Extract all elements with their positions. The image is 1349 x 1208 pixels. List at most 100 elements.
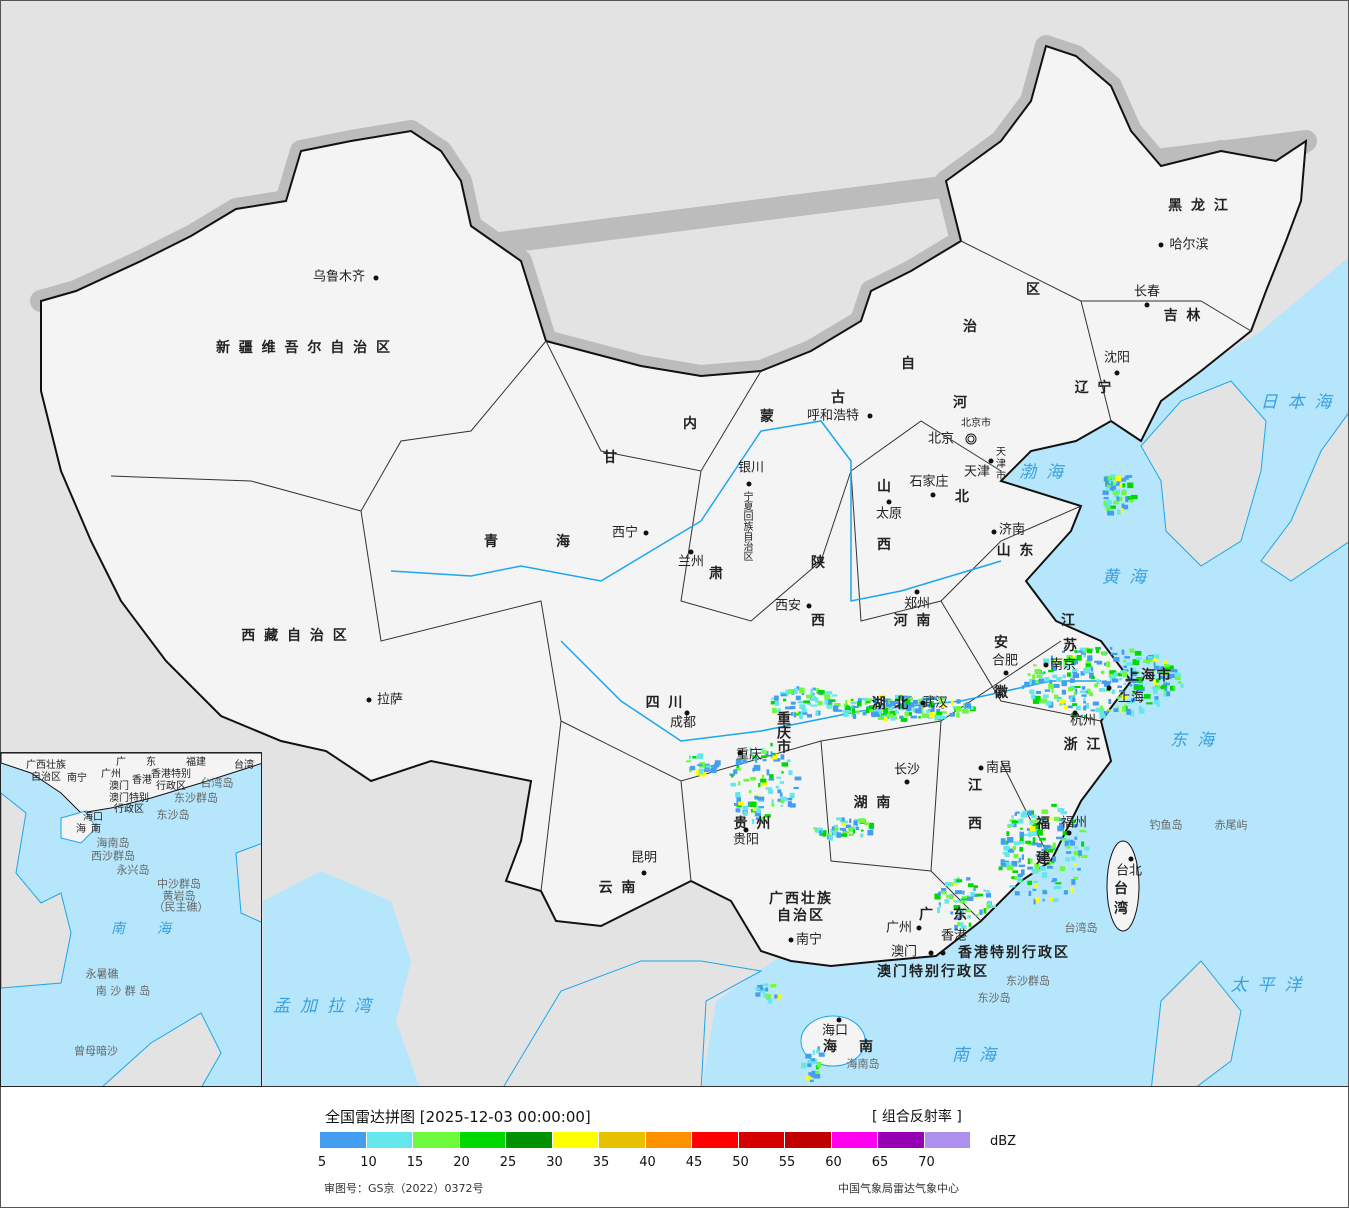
echo-mark: [1098, 688, 1106, 692]
city-label[interactable]: 沈阳: [1103, 350, 1131, 366]
echo-mark: [1043, 844, 1051, 849]
echo-mark: [1124, 705, 1128, 712]
city-label[interactable]: 成都: [669, 715, 697, 731]
echo-mark: [951, 898, 955, 901]
echo-mark: [761, 750, 768, 754]
echo-mark: [1077, 867, 1081, 871]
city-label[interactable]: 南京: [1049, 657, 1077, 673]
echo-mark: [1065, 857, 1071, 862]
city-label[interactable]: 石家庄: [909, 474, 949, 490]
city-label[interactable]: 香港: [940, 928, 968, 944]
echo-mark: [1113, 672, 1118, 677]
city-label[interactable]: 杭州: [1069, 713, 1097, 729]
echo-mark: [1073, 660, 1078, 665]
echo-mark: [1074, 688, 1078, 695]
echo-mark: [975, 914, 979, 917]
echo-mark: [897, 702, 901, 709]
city-label[interactable]: 海口: [821, 1023, 849, 1039]
echo-mark: [1017, 861, 1020, 864]
city-label[interactable]: 济南: [998, 522, 1026, 538]
echo-mark: [1090, 667, 1094, 672]
echo-mark: [788, 770, 793, 776]
city-marker-icon: [988, 458, 994, 464]
city-label[interactable]: 兰州: [677, 554, 705, 570]
city-marker-icon: [1072, 710, 1078, 716]
city-label[interactable]: 昆明: [630, 850, 658, 866]
city-label[interactable]: 南昌: [985, 760, 1013, 776]
province-label: 西: [968, 816, 984, 832]
city-label[interactable]: 武汉: [921, 695, 949, 711]
city-label[interactable]: 福州: [1060, 815, 1088, 831]
echo-mark: [852, 829, 856, 834]
echo-mark: [771, 803, 775, 807]
echo-mark: [757, 796, 765, 801]
echo-mark: [926, 697, 930, 700]
echo-mark: [831, 826, 835, 831]
echo-mark: [755, 987, 760, 991]
city-label[interactable]: 台北: [1115, 863, 1143, 879]
echo-mark: [937, 696, 945, 701]
echo-mark: [1033, 899, 1036, 905]
echo-mark: [1130, 698, 1136, 702]
echo-mark: [899, 715, 904, 719]
echo-mark: [1029, 689, 1035, 695]
city-marker-icon: [886, 499, 892, 505]
city-label[interactable]: 长春: [1133, 284, 1161, 300]
echo-mark: [1123, 690, 1126, 695]
color-swatch: [692, 1132, 739, 1148]
city-label[interactable]: 上海: [1117, 690, 1145, 706]
echo-mark: [1066, 705, 1073, 709]
city-label[interactable]: 郑州: [903, 596, 931, 612]
city-label[interactable]: 乌鲁木齐: [312, 269, 366, 285]
city-label[interactable]: 北京: [927, 431, 955, 447]
echo-mark: [1066, 655, 1073, 659]
echo-mark: [1129, 497, 1134, 503]
echo-mark: [836, 832, 841, 838]
city-label[interactable]: 天津: [963, 464, 991, 480]
echo-mark: [952, 706, 958, 709]
inset-label: 南: [91, 824, 101, 835]
province-label: 山 东: [996, 543, 1036, 559]
city-label[interactable]: 银川: [737, 460, 765, 476]
city-label[interactable]: 拉萨: [376, 692, 404, 708]
echo-mark: [698, 768, 704, 775]
echo-mark: [852, 713, 857, 719]
echo-mark: [816, 1062, 822, 1068]
echo-mark: [1083, 705, 1087, 711]
echo-mark: [1151, 669, 1155, 673]
echo-mark: [1004, 860, 1010, 863]
city-label[interactable]: 西宁: [611, 525, 639, 541]
echo-mark: [862, 712, 867, 716]
city-label[interactable]: 呼和浩特: [806, 408, 860, 424]
echo-mark: [730, 782, 737, 787]
city-label[interactable]: 西安: [774, 598, 802, 614]
echo-mark: [1006, 865, 1014, 871]
city-marker-icon: [991, 529, 997, 535]
echo-mark: [851, 704, 855, 707]
echo-mark: [959, 900, 966, 904]
city-label[interactable]: 长沙: [893, 762, 921, 778]
echo-mark: [1163, 692, 1169, 697]
echo-mark: [1026, 828, 1031, 831]
echo-mark: [1027, 866, 1034, 870]
echo-mark: [770, 700, 778, 705]
echo-mark: [1107, 510, 1115, 516]
echo-mark: [1127, 495, 1131, 501]
city-label[interactable]: 贵阳: [732, 832, 760, 848]
scale-tick-label: 40: [639, 1155, 656, 1170]
echo-mark: [1056, 836, 1063, 840]
city-marker-icon: [904, 779, 910, 785]
echo-mark: [758, 782, 761, 788]
echo-mark: [843, 831, 850, 834]
city-label[interactable]: 澳门: [890, 944, 918, 960]
city-label[interactable]: 南宁: [795, 932, 823, 948]
echo-mark: [1170, 669, 1178, 673]
city-label[interactable]: 哈尔滨: [1169, 237, 1209, 253]
echo-mark: [749, 754, 754, 757]
color-swatch: [459, 1132, 506, 1148]
city-label[interactable]: 合肥: [991, 653, 1019, 669]
city-label[interactable]: 太原: [875, 506, 903, 522]
echo-mark: [817, 1046, 820, 1052]
echo-mark: [951, 882, 958, 887]
city-label[interactable]: 广州: [885, 920, 913, 936]
